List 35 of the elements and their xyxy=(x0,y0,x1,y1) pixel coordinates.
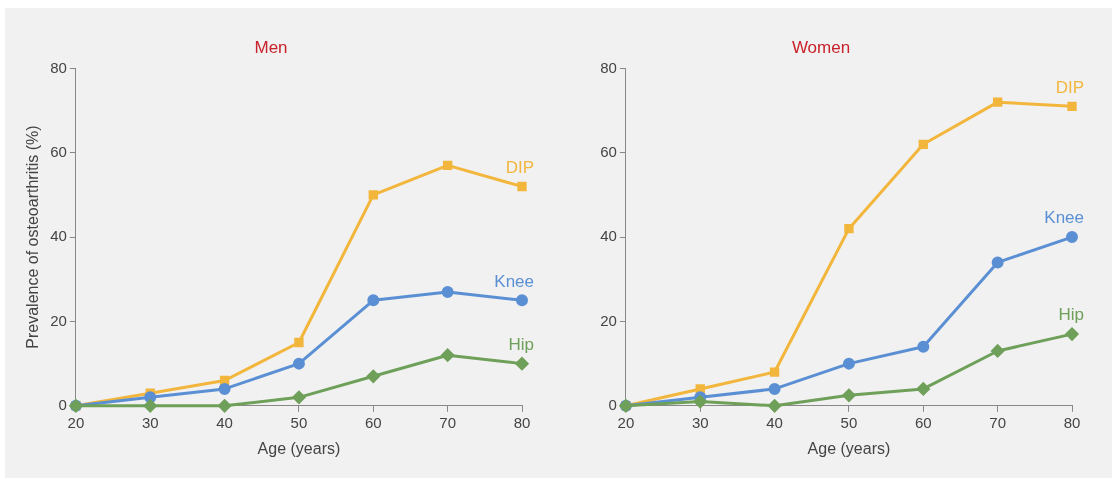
x-tick-label: 60 xyxy=(364,413,382,431)
y-tick-label: 80 xyxy=(600,58,617,76)
x-axis-title: Age (years) xyxy=(807,439,891,457)
x-tick-label: 80 xyxy=(513,413,531,431)
series-label: DIP xyxy=(1055,77,1084,97)
x-tick-label: 70 xyxy=(989,413,1006,431)
y-tick-label: 0 xyxy=(58,395,67,413)
y-axis-title: Prevalence of osteoarthritis (%) xyxy=(24,125,42,349)
chart-title: Men xyxy=(254,37,288,57)
x-tick-label: 60 xyxy=(914,413,932,431)
y-tick-label: 40 xyxy=(50,227,67,245)
x-axis-title: Age (years) xyxy=(257,439,341,457)
chart-title: Women xyxy=(791,37,851,57)
x-tick-label: 30 xyxy=(141,413,159,431)
x-tick-label: 40 xyxy=(766,413,783,431)
series-label: DIP xyxy=(505,157,534,177)
x-tick-label: 80 xyxy=(1063,413,1081,431)
y-tick-label: 80 xyxy=(50,58,67,76)
y-tick-label: 20 xyxy=(50,311,67,329)
x-tick-label: 20 xyxy=(617,413,635,431)
x-tick-label: 70 xyxy=(439,413,456,431)
x-tick-label: 30 xyxy=(691,413,709,431)
y-tick-label: 20 xyxy=(600,311,617,329)
y-tick-label: 0 xyxy=(608,395,617,413)
x-tick-label: 50 xyxy=(840,413,858,431)
y-tick-label: 60 xyxy=(600,142,617,160)
y-tick-label: 40 xyxy=(600,227,617,245)
y-tick-label: 60 xyxy=(50,142,67,160)
x-tick-label: 50 xyxy=(290,413,308,431)
series-label: Hip xyxy=(508,334,534,354)
series-label: Knee xyxy=(494,271,534,291)
x-tick-label: 40 xyxy=(216,413,233,431)
x-tick-label: 20 xyxy=(67,413,85,431)
series-label: Knee xyxy=(1044,208,1084,228)
series-label: Hip xyxy=(1058,305,1084,325)
